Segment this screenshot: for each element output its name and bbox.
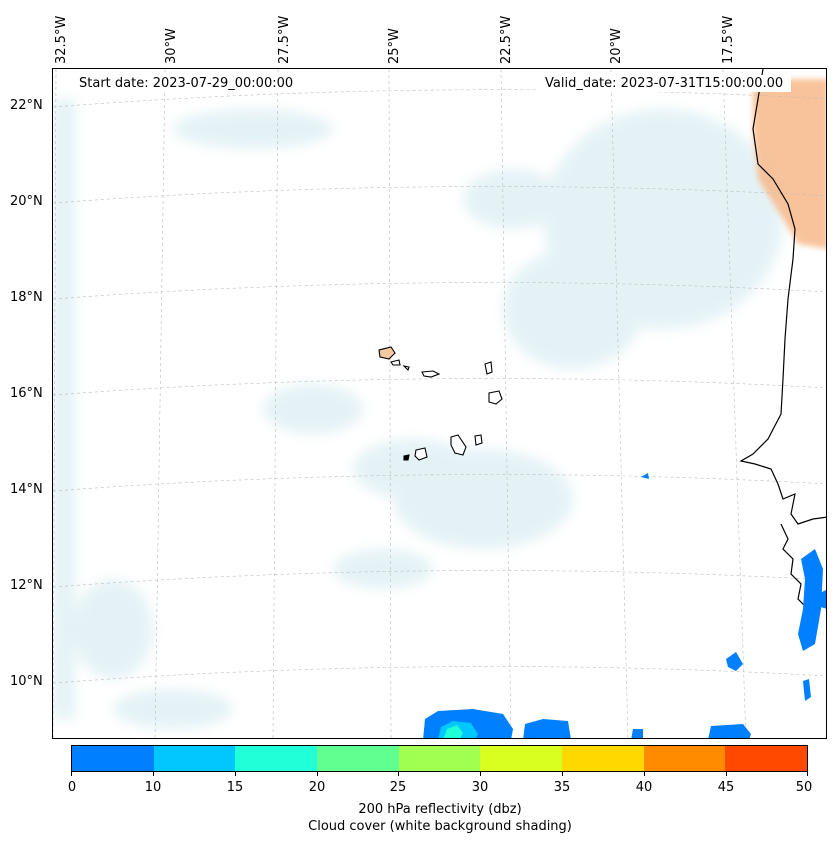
graticule (53, 69, 826, 738)
lat-label-22n: 22°N (10, 98, 43, 113)
map-canvas (53, 69, 826, 738)
colorbar-tickmark (726, 772, 727, 776)
lat-label-12n: 12°N (10, 578, 43, 593)
colorbar-tick-label: 20 (308, 780, 326, 795)
colorbar-tick-label: 30 (471, 780, 489, 795)
land-warm-shading (753, 79, 826, 249)
reflectivity-contours (423, 473, 826, 738)
colorbar-segment (398, 746, 481, 771)
cape-verde-islands (378, 346, 503, 461)
valid-date-label: Valid_date: 2023-07-31T15:00:00.00 (537, 75, 792, 92)
colorbar-tick-label: 45 (717, 780, 735, 795)
colorbar-tickmark (317, 772, 318, 776)
lon-label-20w: 20°W (609, 28, 624, 64)
colorbar-segment (643, 746, 726, 771)
lat-label-10n: 10°N (10, 674, 43, 689)
lon-label-32-5w: 32.5°W (54, 15, 69, 64)
colorbar-segment (235, 746, 318, 771)
colorbar-sublabel: Cloud cover (white background shading) (308, 819, 572, 834)
colorbar-tick-label: 35 (553, 780, 571, 795)
coastline (739, 69, 826, 525)
lat-label-18n: 18°N (10, 290, 43, 305)
colorbar-tickmark (153, 772, 154, 776)
lat-label-14n: 14°N (10, 482, 43, 497)
start-date-label: Start date: 2023-07-29_00:00:00 (71, 75, 302, 92)
lon-label-17-5w: 17.5°W (721, 15, 736, 64)
colorbar-tick-label: 0 (67, 780, 77, 795)
colorbar-tick-label: 25 (389, 780, 407, 795)
colorbar-segment (725, 746, 808, 771)
colorbar-tickmark (235, 772, 236, 776)
colorbar-segment (317, 746, 399, 771)
colorbar-tick-label: 15 (226, 780, 244, 795)
colorbar-tickmark (807, 772, 808, 776)
colorbar-tickmark (398, 772, 399, 776)
colorbar-tickmark (480, 772, 481, 776)
lon-label-30w: 30°W (164, 28, 179, 64)
lat-label-20n: 20°N (10, 194, 43, 209)
lon-label-22-5w: 22.5°W (499, 15, 514, 64)
colorbar-tick-label: 10 (144, 780, 162, 795)
colorbar-segment (153, 746, 236, 771)
colorbar-segment (562, 746, 644, 771)
colorbar-segment (480, 746, 563, 771)
cloud-cover-shading (53, 99, 783, 729)
map-panel[interactable]: Start date: 2023-07-29_00:00:00 Valid_da… (52, 68, 827, 739)
colorbar (71, 745, 808, 772)
lon-label-27-5w: 27.5°W (277, 15, 292, 64)
colorbar-segment (72, 746, 154, 771)
colorbar-tickmark (644, 772, 645, 776)
colorbar-tickmark (562, 772, 563, 776)
colorbar-tick-label: 40 (635, 780, 653, 795)
colorbar-label: 200 hPa reflectivity (dbz) (358, 802, 522, 817)
colorbar-tick-label: 50 (795, 780, 813, 795)
lat-label-16n: 16°N (10, 386, 43, 401)
colorbar-tickmark (71, 772, 72, 776)
lon-label-25w: 25°W (387, 28, 402, 64)
